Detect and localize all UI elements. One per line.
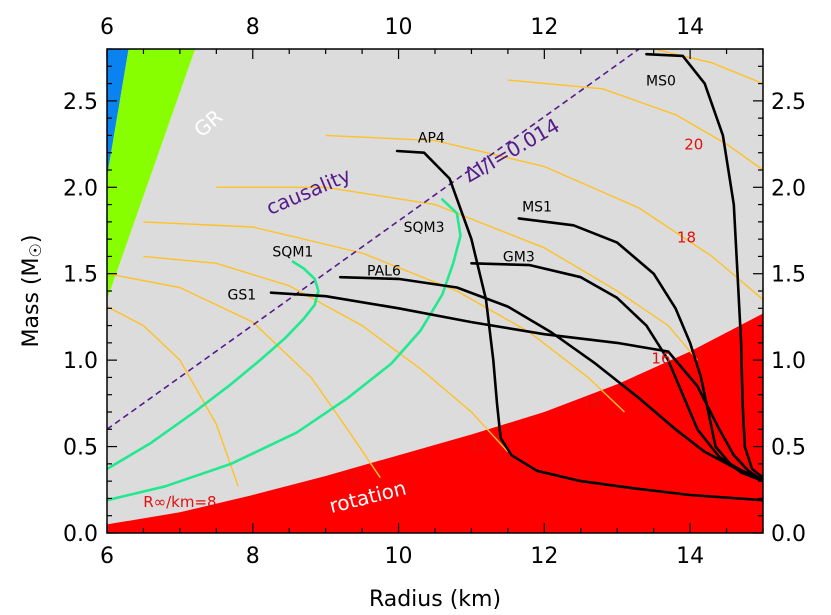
eos-curve-pal6 [338,275,763,481]
y-tick-label-right: 1.5 [771,263,806,288]
eos-curve-sqm1 [107,260,320,471]
x-tick-label-top: 14 [676,15,704,40]
rotation-region [107,313,763,533]
contour-label-10: 10 [342,471,361,489]
eos-label-ms0: MS0 [646,73,676,89]
eos-label-ap4: AP4 [418,130,445,146]
eos-curve-ms0 [645,52,763,480]
eos-label-ms1: MS1 [522,199,552,215]
axis-ticks: 6 6 8 8 10 10 12 12 14 14 0.0 0.0 0.5 0.5 1.0 1.0 1.5 1.5… [63,15,806,569]
contour-label-16: 16 [651,350,670,368]
x-tick-label-bottom: 14 [676,544,704,569]
contour-14 [143,221,625,413]
y-tick-label-right: 2.5 [771,90,806,115]
eos-curve-ap4 [395,149,763,502]
y-axis-title: Mass (M☉) [19,235,45,348]
y-tick-label-left: 0.0 [63,522,98,547]
y-tick-label-right: 1.0 [771,349,806,374]
x-tick-label-bottom: 12 [530,544,558,569]
eos-label-gm3: GM3 [503,250,535,266]
y-tick-label-left: 2.0 [63,176,98,201]
x-tick-label-bottom: 6 [100,544,114,569]
contour-label-18: 18 [677,229,696,247]
eos-label-sqm1: SQM1 [272,244,313,260]
x-tick-label-top: 6 [100,15,114,40]
y-tick-label-right: 0.0 [771,522,806,547]
eos-curves [107,52,763,502]
y-axis-title-close: ) [19,235,44,244]
y-tick-label-left: 2.5 [63,90,98,115]
eos-curve-gs1 [269,291,763,483]
y-tick-label-right: 2.0 [771,176,806,201]
contour-12 [143,255,509,453]
radius-infinity-contours [107,49,763,487]
eos-curve-sqm3 [107,198,462,502]
eos-label-pal6: PAL6 [367,263,401,279]
contour-label-14: 14 [582,395,601,413]
y-tick-label-left: 0.5 [63,436,98,461]
y-tick-label-left: 1.5 [63,263,98,288]
curve-labels: SQM1 SQM3 GS1 PAL6 GM3 MS1 AP4 MS0 R∞/km=8 10 12 14… [143,73,703,511]
contour-8 [107,305,239,487]
x-tick-label-top: 12 [530,15,558,40]
y-tick-label-left: 1.0 [63,349,98,374]
causality-region [107,49,196,300]
x-tick-label-bottom: 10 [385,544,413,569]
y-axis-title-text: Mass (M [19,257,44,347]
y-tick-label-right: 0.5 [771,436,806,461]
contour-10 [107,273,381,479]
contour-22 [653,49,763,85]
contour-20 [507,79,763,171]
contour-label-20: 20 [684,135,703,153]
contour-16 [216,186,698,361]
x-tick-label-top: 8 [246,15,260,40]
eos-label-sqm3: SQM3 [404,220,445,236]
inertia-line [107,49,640,430]
x-tick-label-bottom: 8 [246,544,260,569]
contour-label-8: R∞/km=8 [143,493,216,511]
x-axis-title: Radius (km) [369,587,501,612]
eos-curve-gm3 [470,261,763,483]
contour-18 [325,134,763,301]
eos-label-gs1: GS1 [228,288,257,304]
contour-label-12: 12 [469,436,488,454]
eos-curve-ms1 [517,217,763,481]
x-tick-label-top: 10 [385,15,413,40]
sun-symbol: ☉ [26,243,45,257]
